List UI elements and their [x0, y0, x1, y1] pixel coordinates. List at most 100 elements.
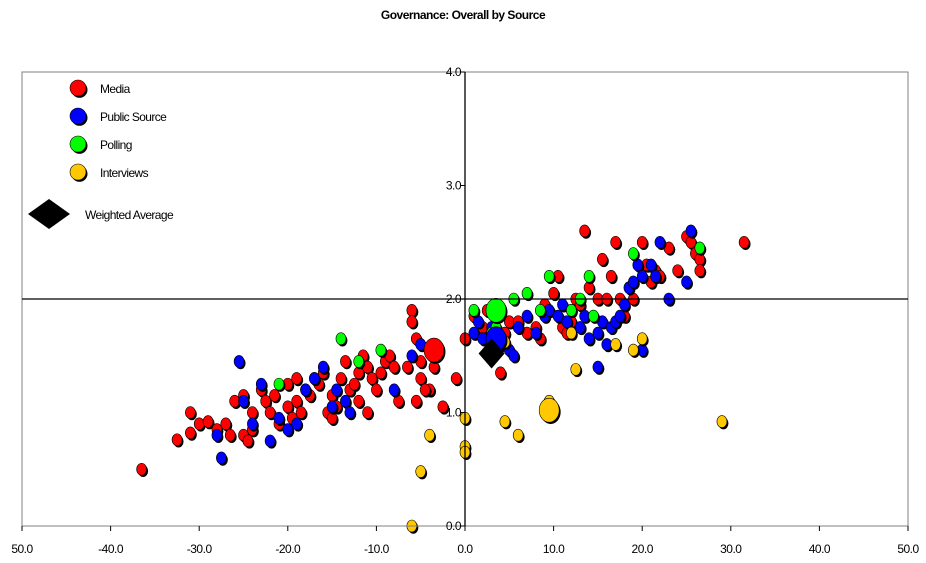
public-source-point [211, 428, 223, 442]
media-point [450, 372, 462, 385]
polling-point [628, 247, 639, 260]
public-source-point [552, 309, 564, 323]
media-point [260, 394, 271, 408]
public-source-point [326, 400, 338, 414]
polling-point [468, 304, 480, 317]
media-point [220, 417, 232, 431]
legend-public-source-swatch [69, 107, 87, 125]
media-point [410, 394, 422, 408]
public-source-point [592, 326, 604, 340]
media-point [597, 252, 608, 266]
media-point [242, 434, 254, 448]
public-source-point [557, 298, 568, 311]
media-point [185, 426, 196, 440]
polling-summary-point [485, 298, 507, 323]
x-tick-label: -40.0 [98, 542, 124, 556]
media-point [335, 372, 347, 385]
media-point [437, 400, 449, 414]
public-source-point [592, 360, 604, 374]
polling-point [583, 269, 595, 283]
public-source-point [681, 275, 692, 289]
public-source-point [344, 406, 356, 419]
media-point [415, 372, 427, 385]
media-point [348, 377, 360, 391]
legend-media-swatch [69, 79, 87, 97]
public-source-point [406, 349, 418, 363]
public-source-point [645, 258, 657, 272]
public-source-point [628, 275, 639, 289]
public-source-point [388, 383, 400, 397]
interviews-summary-point [538, 397, 560, 423]
interviews-point [636, 332, 648, 346]
polling-point [353, 355, 364, 368]
public-source-point [583, 332, 595, 346]
interviews-point [628, 343, 639, 357]
media-summary-point [423, 337, 445, 363]
polling-point [543, 269, 555, 283]
media-point [282, 400, 294, 414]
x-tick-label: -20.0 [275, 542, 301, 556]
legend-media-label: Media [100, 82, 131, 96]
media-point [366, 372, 378, 385]
media-point [295, 406, 307, 419]
chart-title: Governance: Overall by Source [380, 8, 546, 22]
points-layer [136, 224, 751, 534]
media-point [610, 235, 621, 249]
legend-weighted-average-label: Weighted Average [85, 208, 174, 222]
public-source-point [561, 315, 573, 329]
weighted-average-marker [478, 338, 505, 369]
x-tick-label: -30.0 [187, 542, 213, 556]
public-source-point [264, 434, 276, 448]
axes-layer: 50.0 -40.0 -30.0 -20.0 -10.0 0.0 10.0 20.0 30.0 4… [11, 65, 920, 556]
public-source-point [512, 321, 524, 334]
interviews-point [566, 326, 577, 340]
media-point [291, 394, 302, 408]
public-source-point [508, 349, 520, 363]
polling-point [273, 377, 285, 391]
media-point [672, 264, 683, 277]
public-source-point [291, 417, 302, 431]
interviews-point [499, 415, 511, 428]
polling-point [566, 304, 577, 317]
y-tick-label: 0.0 [446, 519, 462, 533]
public-source-point [654, 235, 666, 249]
polling-point [521, 287, 533, 300]
media-point [406, 315, 418, 329]
media-point [694, 264, 706, 277]
legend-polling-label: Polling [100, 138, 132, 152]
public-source-point [340, 394, 351, 408]
media-point [193, 417, 205, 431]
x-tick-label: 40.0 [809, 542, 831, 556]
media-point [495, 366, 506, 380]
public-source-point [309, 372, 320, 385]
public-source-point [233, 355, 245, 368]
x-tick-label: 0.0 [457, 542, 473, 556]
public-source-point [468, 326, 480, 340]
public-source-point [619, 298, 630, 311]
media-point [353, 394, 364, 408]
media-point [247, 406, 258, 419]
x-tick-label: 30.0 [720, 542, 742, 556]
interviews-point [610, 338, 621, 351]
media-point [202, 415, 214, 428]
public-source-point [331, 383, 342, 397]
interviews-point [570, 363, 582, 376]
media-point [636, 235, 648, 249]
y-tick-label: 2.0 [446, 292, 462, 306]
interviews-point [512, 428, 524, 442]
media-point [291, 372, 302, 385]
media-point [136, 462, 147, 476]
public-source-point [601, 338, 613, 351]
polling-point [588, 309, 599, 323]
y-tick-label: 3.0 [446, 179, 462, 193]
media-point [375, 366, 387, 380]
media-point [402, 360, 413, 374]
media-point [362, 406, 373, 419]
legend-polling-swatch [69, 135, 87, 153]
media-point [579, 224, 590, 238]
interviews-point [716, 415, 728, 428]
media-point [548, 287, 559, 300]
polling-point [335, 332, 347, 346]
media-point [229, 394, 240, 408]
